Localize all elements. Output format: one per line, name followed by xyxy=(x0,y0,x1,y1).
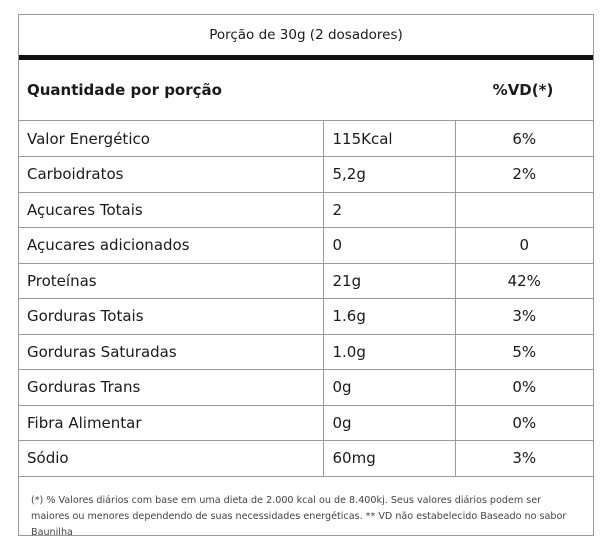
nutrient-name: Valor Energético xyxy=(19,121,324,157)
header-vd-label: %VD(*) xyxy=(492,81,554,99)
table-row: Carboidratos 5,2g 2% xyxy=(19,156,593,193)
header-quantity-label: Quantidade por porção xyxy=(27,81,222,99)
table-row: Fibra Alimentar 0g 0% xyxy=(19,405,593,441)
nutrient-name: Proteínas xyxy=(19,263,324,299)
table-row: Açucares Totais 2 xyxy=(19,192,593,228)
table-row: Açucares adicionados 0 0 xyxy=(19,227,593,264)
nutrient-vd: 0% xyxy=(455,405,593,441)
nutrient-amount: 115Kcal xyxy=(323,121,456,157)
table-row: Gorduras Trans 0g 0% xyxy=(19,369,593,406)
nutrition-table: Valor Energético 115Kcal 6% Carboidratos… xyxy=(19,121,593,477)
nutrient-vd: 3% xyxy=(455,440,593,477)
nutrient-vd: 2% xyxy=(455,156,593,193)
nutrient-name: Açucares adicionados xyxy=(19,227,324,264)
table-row: Gorduras Totais 1.6g 3% xyxy=(19,298,593,335)
nutrient-vd xyxy=(455,192,593,228)
nutrient-amount: 0g xyxy=(323,405,456,441)
nutrient-name: Sódio xyxy=(19,440,324,477)
nutrient-amount: 1.6g xyxy=(323,298,456,335)
nutrient-name: Carboidratos xyxy=(19,156,324,193)
table-row: Proteínas 21g 42% xyxy=(19,263,593,299)
table-header: Quantidade por porção %VD(*) xyxy=(19,60,593,121)
nutrient-amount: 0g xyxy=(323,369,456,406)
nutrient-amount: 5,2g xyxy=(323,156,456,193)
nutrient-name: Fibra Alimentar xyxy=(19,405,324,441)
nutrient-amount: 60mg xyxy=(323,440,456,477)
nutrient-name: Gorduras Saturadas xyxy=(19,334,324,370)
nutrient-vd: 42% xyxy=(455,263,593,299)
nutrient-vd: 0 xyxy=(455,227,593,264)
table-row: Valor Energético 115Kcal 6% xyxy=(19,121,593,157)
serving-size: Porção de 30g (2 dosadores) xyxy=(19,15,593,60)
nutrient-name: Açucares Totais xyxy=(19,192,324,228)
nutrition-facts-panel: Porção de 30g (2 dosadores) Quantidade p… xyxy=(18,14,594,538)
nutrient-vd: 0% xyxy=(455,369,593,406)
table-row: Gorduras Saturadas 1.0g 5% xyxy=(19,334,593,370)
nutrient-name: Gorduras Totais xyxy=(19,298,324,335)
nutrient-amount: 21g xyxy=(323,263,456,299)
nutrient-vd: 5% xyxy=(455,334,593,370)
nutrient-vd: 6% xyxy=(455,121,593,157)
nutrient-name: Gorduras Trans xyxy=(19,369,324,406)
nutrient-amount: 1.0g xyxy=(323,334,456,370)
nutrient-amount: 0 xyxy=(323,227,456,264)
footnote: (*) % Valores diários com base em uma di… xyxy=(31,494,567,538)
table-row: Sódio 60mg 3% xyxy=(19,440,593,477)
nutrient-amount: 2 xyxy=(323,192,456,228)
nutrient-vd: 3% xyxy=(455,298,593,335)
